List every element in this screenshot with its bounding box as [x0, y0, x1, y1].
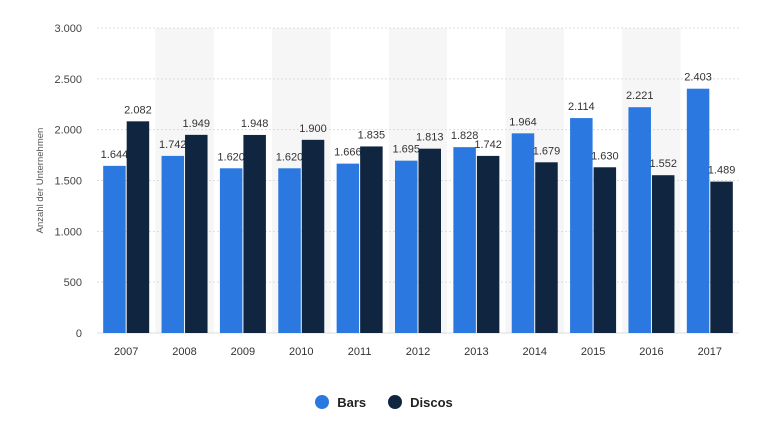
bar-discos	[476, 155, 500, 333]
x-tick-label: 2014	[522, 346, 546, 358]
data-label-bars: 2.403	[684, 72, 712, 84]
legend-item-bars[interactable]: Bars	[315, 395, 366, 410]
bar-bars	[278, 168, 301, 333]
bar-discos	[126, 121, 150, 333]
legend-label-discos: Discos	[410, 394, 453, 410]
bar-bars	[570, 118, 593, 334]
data-label-bars: 1.644	[101, 149, 129, 161]
y-tick-label: 1.500	[54, 176, 82, 188]
bar-discos	[535, 162, 558, 333]
x-tick-label: 2010	[289, 346, 313, 358]
data-label-discos: 1.630	[591, 150, 619, 162]
data-label-bars: 1.666	[334, 147, 362, 159]
bar-bars	[453, 147, 476, 333]
y-tick-label: 1.000	[54, 226, 82, 238]
bar-bars	[336, 163, 360, 333]
data-label-discos: 1.813	[416, 132, 444, 144]
bar-discos	[243, 134, 266, 333]
x-tick-label: 2011	[348, 346, 372, 358]
y-tick-label: 500	[64, 277, 82, 289]
bar-bars	[628, 107, 651, 333]
data-label-discos: 1.489	[708, 165, 736, 177]
x-tick-label: 2012	[406, 346, 430, 358]
data-label-discos: 1.900	[299, 123, 327, 135]
y-axis-label: Anzahl der Unternehmen	[35, 128, 46, 234]
bar-bars	[686, 88, 710, 333]
bar-discos	[301, 139, 325, 333]
x-tick-label: 2016	[639, 346, 663, 358]
data-label-discos: 1.949	[183, 118, 211, 130]
data-label-discos: 2.082	[124, 104, 152, 116]
x-tick-label: 2015	[581, 346, 605, 358]
data-label-bars: 2.221	[626, 90, 654, 102]
data-label-bars: 1.620	[217, 151, 245, 163]
data-label-discos: 1.742	[474, 139, 502, 151]
data-label-discos: 1.679	[533, 145, 561, 157]
data-label-bars: 1.964	[509, 116, 537, 128]
data-label-bars: 2.114	[568, 101, 595, 113]
legend: Bars Discos	[0, 392, 768, 412]
data-label-bars: 1.828	[451, 130, 479, 142]
bar-discos	[185, 134, 208, 333]
x-tick-label: 2017	[698, 346, 722, 358]
legend-swatch-bars	[315, 395, 330, 409]
data-label-bars: 1.695	[392, 144, 420, 156]
y-tick-label: 0	[76, 328, 82, 340]
data-label-bars: 1.620	[276, 151, 304, 163]
bar-discos	[593, 167, 617, 333]
bar-bars	[395, 160, 418, 333]
x-tick-label: 2008	[172, 346, 196, 358]
x-tick-label: 2013	[464, 346, 488, 358]
y-tick-label: 2.000	[54, 125, 82, 137]
legend-label-bars: Bars	[337, 394, 367, 410]
bar-bars	[161, 155, 185, 333]
bar-bars	[103, 165, 126, 333]
bar-discos	[418, 148, 441, 333]
data-label-discos: 1.948	[241, 118, 269, 130]
data-label-discos: 1.835	[358, 129, 386, 141]
y-tick-label: 3.000	[54, 23, 82, 35]
data-label-bars: 1.742	[159, 139, 187, 151]
bar-bars	[219, 168, 243, 333]
x-tick-label: 2007	[114, 346, 138, 358]
bar-discos	[710, 181, 733, 333]
bar-discos	[360, 146, 383, 333]
legend-swatch-discos	[388, 395, 403, 409]
data-label-discos: 1.552	[649, 158, 677, 170]
legend-item-discos[interactable]: Discos	[388, 395, 453, 410]
bar-bars	[511, 133, 535, 333]
bar-discos	[651, 175, 675, 333]
y-tick-label: 2.500	[54, 74, 82, 86]
x-tick-label: 2009	[231, 346, 255, 358]
